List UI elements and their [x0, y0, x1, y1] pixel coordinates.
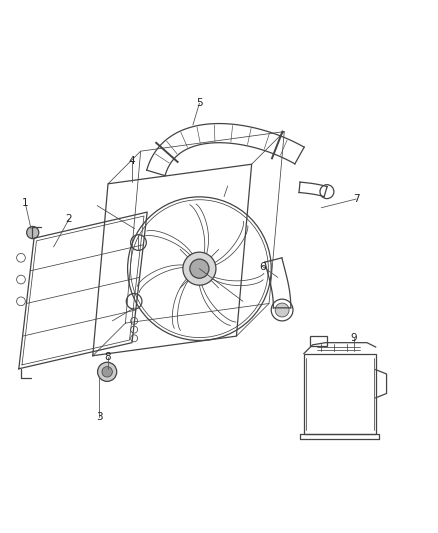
- Circle shape: [27, 227, 39, 239]
- Circle shape: [190, 259, 209, 278]
- Text: 6: 6: [259, 262, 266, 271]
- Text: 7: 7: [353, 194, 360, 204]
- Circle shape: [98, 362, 117, 382]
- Text: 1: 1: [22, 198, 28, 208]
- Bar: [311, 336, 327, 346]
- Text: 9: 9: [350, 333, 357, 343]
- Text: 5: 5: [196, 98, 203, 108]
- Bar: [304, 353, 376, 434]
- Circle shape: [275, 303, 289, 317]
- Circle shape: [183, 252, 216, 285]
- Text: 3: 3: [96, 411, 102, 422]
- Text: 4: 4: [129, 156, 135, 166]
- Text: 8: 8: [105, 352, 111, 362]
- Text: 2: 2: [66, 214, 72, 224]
- Circle shape: [102, 367, 113, 377]
